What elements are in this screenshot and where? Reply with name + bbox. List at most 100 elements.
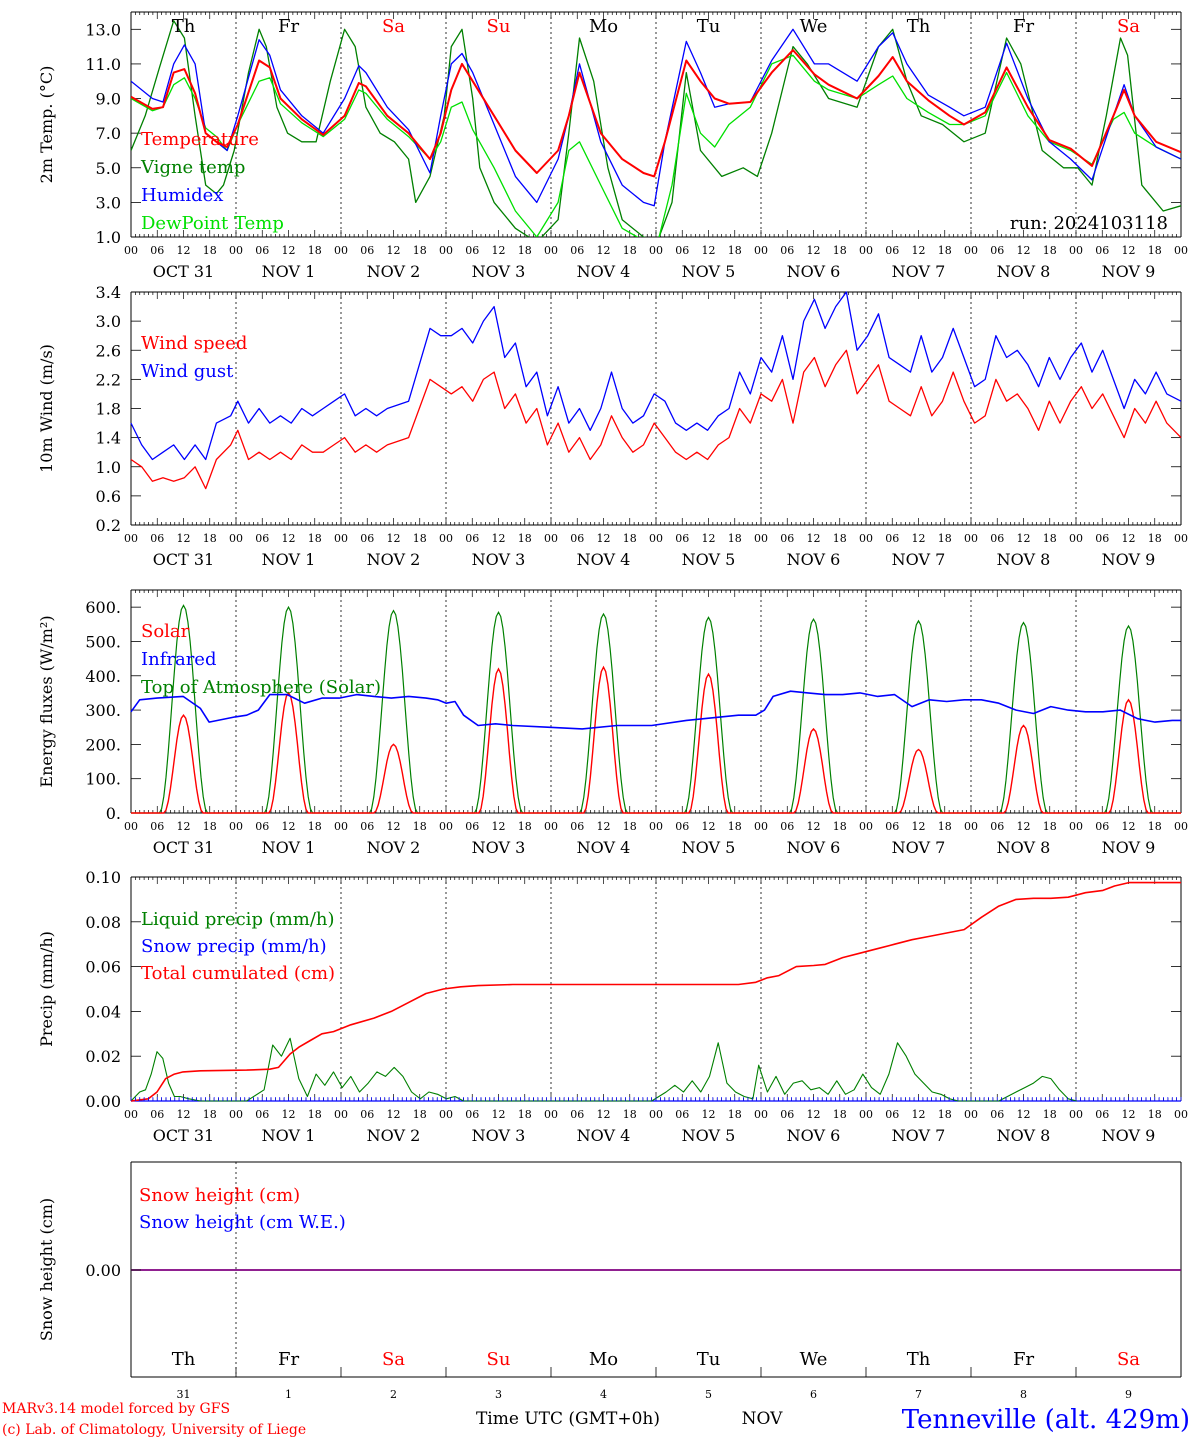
day-number: 6 (810, 1388, 817, 1401)
hour-tick-label: 18 (203, 820, 217, 833)
day-number: 1 (285, 1388, 292, 1401)
hour-tick-label: 12 (177, 1108, 191, 1121)
hour-tick-label: 00 (124, 1108, 138, 1121)
y-tick-label: 0.2 (96, 516, 121, 535)
weekday-label: Fr (278, 1349, 299, 1370)
date-label: NOV 6 (787, 838, 841, 857)
hour-tick-label: 06 (990, 1108, 1004, 1121)
hour-tick-label: 00 (1174, 1108, 1188, 1121)
date-label: NOV 4 (577, 550, 631, 569)
date-label: NOV 8 (997, 838, 1051, 857)
hour-tick-label: 00 (649, 532, 663, 545)
hour-tick-label: 18 (1043, 532, 1057, 545)
hour-tick-label: 00 (1174, 244, 1188, 257)
hour-tick-label: 18 (413, 820, 427, 833)
hour-tick-label: 00 (124, 532, 138, 545)
legend-dewpoint-temp: DewPoint Temp (141, 213, 284, 234)
hour-tick-label: 12 (282, 244, 296, 257)
y-tick-label: 5.0 (96, 159, 121, 178)
hour-tick-label: 00 (439, 820, 453, 833)
hour-tick-label: 00 (544, 1108, 558, 1121)
date-label: NOV 2 (367, 838, 421, 857)
weekday-label: Sa (1117, 16, 1140, 37)
weekday-label: Th (172, 16, 196, 37)
legend-wind-speed: Wind speed (141, 333, 247, 354)
y-tick-label: 100. (85, 770, 121, 789)
y-tick-label: 1.4 (96, 429, 121, 448)
date-label: OCT 31 (153, 1126, 214, 1145)
hour-tick-label: 12 (282, 1108, 296, 1121)
hour-tick-label: 12 (597, 1108, 611, 1121)
model-credit: MARv3.14 model forced by GFS (2, 1401, 230, 1417)
hour-tick-label: 12 (597, 244, 611, 257)
legend-snow-precip-mm-h-: Snow precip (mm/h) (141, 936, 327, 957)
hour-tick-label: 12 (282, 820, 296, 833)
date-label: NOV 5 (682, 550, 736, 569)
hour-tick-label: 12 (492, 532, 506, 545)
weekday-label: Fr (278, 16, 299, 37)
hour-tick-label: 06 (780, 820, 794, 833)
hour-tick-label: 00 (544, 244, 558, 257)
hour-tick-label: 12 (387, 820, 401, 833)
hour-tick-label: 06 (990, 820, 1004, 833)
hour-tick-label: 18 (1148, 244, 1162, 257)
date-label: NOV 6 (787, 262, 841, 281)
y-axis-group: 0.2 0.6 1.0 1.4 1.8 2.2 2.6 3.0 3.4 10m Wind (m/s… (37, 283, 1181, 535)
hour-tick-label: 06 (570, 244, 584, 257)
hour-tick-label: 06 (150, 1108, 164, 1121)
date-label: NOV 2 (367, 1126, 421, 1145)
legend-total-cumulated-cm-: Total cumulated (cm) (141, 963, 335, 984)
date-label: NOV 5 (682, 262, 736, 281)
hour-tick-label: 18 (623, 820, 637, 833)
lab-credit: (c) Lab. of Climatology, University of L… (2, 1422, 306, 1438)
hour-tick-label: 18 (413, 1108, 427, 1121)
y-tick-label: 0. (106, 804, 121, 823)
legend-infrared: Infrared (141, 649, 216, 670)
y-tick-label: 2.2 (96, 370, 121, 389)
y-axis-group: 0. 100. 200. 300. 400. 500. 600. Energy fluxes … (37, 598, 1181, 823)
hour-tick-label: 00 (964, 820, 978, 833)
series-wind-gust (130, 291, 1182, 461)
hour-tick-label: 00 (964, 244, 978, 257)
hour-tick-label: 00 (754, 532, 768, 545)
hour-tick-label: 00 (439, 244, 453, 257)
hour-tick-label: 18 (203, 532, 217, 545)
y-tick-label: 0.00 (85, 1092, 121, 1111)
hour-tick-label: 18 (203, 1108, 217, 1121)
date-label: NOV 1 (262, 838, 316, 857)
date-label: NOV 7 (892, 550, 946, 569)
hour-tick-label: 00 (439, 532, 453, 545)
hour-tick-label: 06 (1095, 820, 1109, 833)
hour-tick-label: 12 (492, 1108, 506, 1121)
hour-tick-label: 00 (754, 820, 768, 833)
day-number: 2 (390, 1388, 397, 1401)
hour-tick-label: 18 (623, 1108, 637, 1121)
date-label: NOV 8 (997, 262, 1051, 281)
hour-tick-label: 00 (124, 244, 138, 257)
hour-tick-label: 00 (859, 244, 873, 257)
legend-wind-gust: Wind gust (141, 361, 234, 382)
hour-tick-label: 12 (282, 532, 296, 545)
y-axis-title: 2m Temp. (°C) (37, 66, 56, 184)
hour-tick-label: 18 (728, 1108, 742, 1121)
hour-tick-label: 12 (1017, 244, 1031, 257)
hour-tick-label: 00 (859, 1108, 873, 1121)
hour-tick-label: 00 (229, 244, 243, 257)
hour-tick-label: 18 (1148, 532, 1162, 545)
hour-tick-label: 18 (623, 244, 637, 257)
date-label: NOV 4 (577, 262, 631, 281)
hour-tick-label: 06 (885, 1108, 899, 1121)
hour-tick-label: 06 (675, 820, 689, 833)
weekday-label: Sa (382, 1349, 405, 1370)
series-wind-speed (130, 349, 1182, 490)
hour-tick-label: 06 (990, 532, 1004, 545)
hour-tick-label: 00 (649, 820, 663, 833)
y-tick-label: 0.6 (96, 487, 121, 506)
date-label: NOV 7 (892, 1126, 946, 1145)
hour-tick-label: 06 (360, 244, 374, 257)
weekday-label: Fr (1013, 16, 1034, 37)
hour-tick-label: 18 (1043, 820, 1057, 833)
hour-tick-label: 00 (1069, 244, 1083, 257)
y-tick-label: 3.4 (96, 283, 121, 302)
day-number: 7 (915, 1388, 922, 1401)
